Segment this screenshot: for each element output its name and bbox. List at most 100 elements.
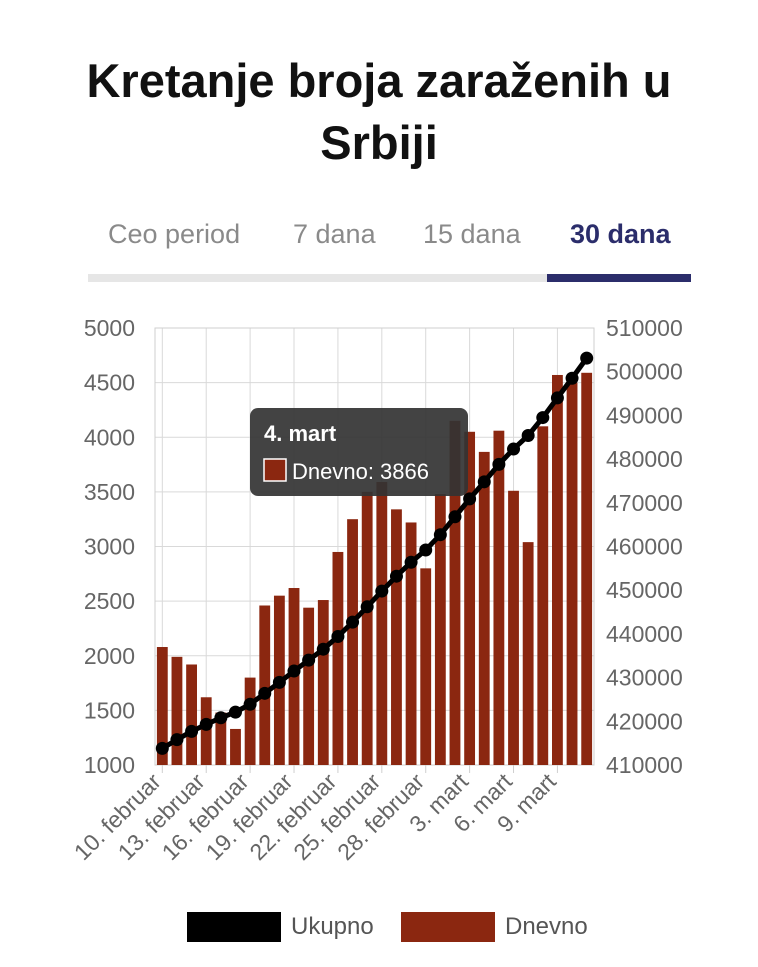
line-point xyxy=(448,510,462,524)
chart-area: 1000 1500 2000 2500 3000 3500 4000 4500 5000 410… xyxy=(69,315,683,865)
line-point xyxy=(199,717,213,731)
bar xyxy=(259,605,271,765)
legend-swatch-dnevno xyxy=(401,912,495,942)
legend-swatch-ukupno xyxy=(187,912,281,942)
line-point xyxy=(287,664,301,678)
right-tick-label: 490000 xyxy=(606,402,683,428)
line-point xyxy=(228,705,242,719)
tooltip-swatch xyxy=(263,458,287,482)
left-tick-label: 3500 xyxy=(84,479,135,505)
line-point xyxy=(243,697,257,711)
tab-track xyxy=(88,274,691,282)
bar xyxy=(376,482,388,765)
right-tick-label: 420000 xyxy=(606,708,683,734)
bar xyxy=(464,431,476,765)
line-point xyxy=(170,733,184,747)
right-tick-label: 510000 xyxy=(606,315,683,341)
bar xyxy=(317,600,329,765)
right-tick-label: 440000 xyxy=(606,621,683,647)
bar xyxy=(405,522,417,765)
tab-15-dana[interactable]: 15 dana xyxy=(423,219,521,249)
bar xyxy=(434,494,446,765)
line-point xyxy=(419,543,433,557)
bar xyxy=(244,677,256,765)
line-point xyxy=(331,630,345,644)
bar xyxy=(230,728,241,765)
tab-7-dana[interactable]: 7 dana xyxy=(293,219,376,249)
legend-label-ukupno: Ukupno xyxy=(291,913,374,940)
left-axis: 1000 1500 2000 2500 3000 3500 4000 4500 5000 xyxy=(84,315,135,778)
line-point xyxy=(565,371,579,385)
left-tick-label: 5000 xyxy=(84,315,135,341)
bar xyxy=(522,542,534,765)
bar xyxy=(186,664,197,765)
line-point xyxy=(463,492,477,506)
line-series-ukupno xyxy=(155,351,594,755)
line-point xyxy=(375,584,389,598)
left-tick-label: 4500 xyxy=(84,370,135,396)
bar xyxy=(215,712,227,765)
tooltip: 4. mart Dnevno: 3866 xyxy=(250,408,468,496)
tooltip-box xyxy=(250,408,468,496)
line-point xyxy=(316,642,330,656)
line-point xyxy=(360,600,374,614)
line-point xyxy=(580,351,594,365)
right-tick-label: 430000 xyxy=(606,665,683,691)
bar xyxy=(581,372,593,765)
bar xyxy=(332,551,344,765)
left-tick-label: 2500 xyxy=(84,588,135,614)
left-tick-label: 4000 xyxy=(84,424,135,450)
tab-active-indicator xyxy=(547,274,691,282)
right-tick-label: 480000 xyxy=(606,446,683,472)
right-tick-label: 470000 xyxy=(606,490,683,516)
bar xyxy=(200,697,212,765)
line-point xyxy=(258,686,272,700)
bar xyxy=(391,509,402,765)
bar xyxy=(478,451,490,765)
line-point xyxy=(155,741,169,755)
line-point xyxy=(536,411,550,425)
line-point xyxy=(492,457,506,471)
line-point xyxy=(272,675,286,689)
line-point xyxy=(346,615,360,629)
right-tick-label: 410000 xyxy=(606,752,683,778)
line-point xyxy=(302,653,316,667)
bar xyxy=(347,519,358,765)
right-axis: 410000 420000 430000 440000 450000 460000 4700… xyxy=(606,315,683,778)
left-tick-label: 3000 xyxy=(84,534,135,560)
bar xyxy=(156,647,168,765)
period-tabs: Ceo period 7 dana 15 dana 30 dana xyxy=(88,212,691,282)
line-point xyxy=(521,429,535,443)
line-point xyxy=(550,391,564,405)
left-tick-label: 1000 xyxy=(84,752,135,778)
tooltip-title: 4. mart xyxy=(264,421,337,446)
bar xyxy=(171,656,183,765)
plot-border xyxy=(154,327,595,766)
bar xyxy=(303,607,315,765)
line-point xyxy=(389,569,403,583)
line-point xyxy=(185,724,199,738)
right-tick-label: 460000 xyxy=(606,534,683,560)
line-point xyxy=(507,442,521,456)
left-tick-label: 1500 xyxy=(84,697,135,723)
bar xyxy=(493,430,505,765)
left-tick-label: 2000 xyxy=(84,643,135,669)
bar xyxy=(449,420,461,765)
line-point xyxy=(477,475,491,489)
tab-ceo-period[interactable]: Ceo period xyxy=(108,219,241,249)
bar xyxy=(566,382,578,765)
legend-label-dnevno: Dnevno xyxy=(505,913,588,940)
bar xyxy=(361,491,373,765)
line-point xyxy=(214,711,228,725)
line-point xyxy=(433,528,447,542)
tab-30-dana[interactable]: 30 dana xyxy=(570,219,671,249)
bar xyxy=(552,374,563,765)
bar xyxy=(508,490,519,765)
right-tick-label: 500000 xyxy=(606,359,683,385)
chart-title: Kretanje broja zaraženih u Srbiji xyxy=(86,54,672,169)
bar-series-dnevno xyxy=(156,372,593,765)
right-tick-label: 450000 xyxy=(606,577,683,603)
line-point xyxy=(404,555,418,569)
bar xyxy=(420,568,432,765)
